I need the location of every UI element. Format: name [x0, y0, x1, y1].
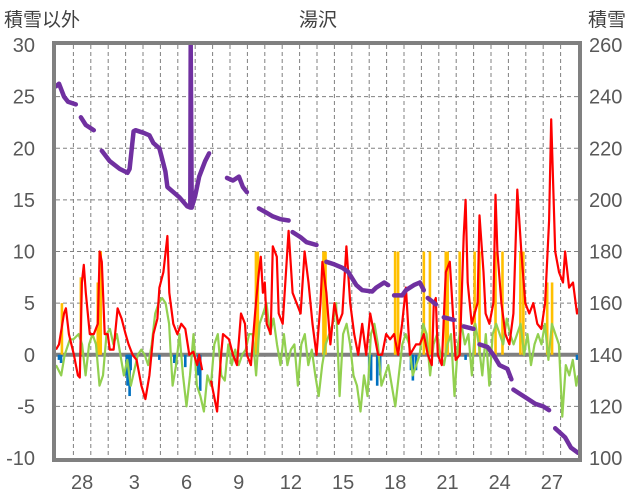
orange-bar [324, 251, 327, 355]
blue-bar [575, 354, 579, 360]
y-tick-label: 10 [13, 242, 35, 264]
orange-bar [99, 251, 103, 355]
blue-bar [198, 354, 202, 391]
gridlines [56, 45, 578, 458]
y-tick-label: 20 [13, 138, 35, 160]
snow-depth-line [224, 174, 250, 195]
orange-bar [256, 251, 260, 355]
blue-bar [464, 354, 467, 360]
orange-bar [393, 251, 397, 355]
snow-depth-line [461, 324, 476, 332]
chart-title: 湯沢 [299, 9, 337, 31]
snow-depth-line [53, 81, 79, 107]
snow-depth-line [441, 315, 457, 323]
blue-bar [369, 354, 373, 381]
green-line [55, 296, 580, 418]
series-lines [53, 42, 581, 456]
y-tick-label: 25 [13, 87, 35, 109]
blue-bar [183, 354, 187, 368]
x-tick-label: 21 [436, 472, 458, 494]
y-tick-label: 15 [13, 190, 35, 212]
plot-border [52, 41, 582, 462]
red-line [209, 118, 580, 413]
orange-bar [422, 251, 426, 355]
y2-tick-label: 160 [589, 293, 622, 315]
x-tick-label: 27 [541, 472, 563, 494]
snow-depth-line [78, 115, 97, 133]
y2-tick-label: 200 [589, 190, 622, 212]
y2-tick-label: 100 [589, 448, 622, 470]
snow-depth-line [290, 229, 319, 248]
orange-bar [458, 251, 461, 355]
y-tick-label: 30 [13, 35, 35, 57]
y-tick-label: 5 [24, 293, 35, 315]
y-axis-label-left: 積雪以外 [4, 9, 80, 31]
x-tick-label: 24 [489, 472, 511, 494]
orange-bar [396, 251, 400, 355]
x-tick-label: 3 [129, 472, 140, 494]
y-tick-label: 0 [24, 345, 35, 367]
y2-tick-label: 240 [589, 87, 622, 109]
blue-bar [173, 354, 176, 364]
y-tick-label: -5 [17, 396, 35, 418]
y-tick-label: -10 [6, 448, 35, 470]
y2-tick-label: 140 [589, 345, 622, 367]
y2-tick-label: 180 [589, 242, 622, 264]
orange-bar [478, 251, 481, 355]
orange-bar [494, 251, 497, 355]
snow-depth-line [391, 280, 427, 298]
snow-depth-line [99, 42, 212, 210]
snow-depth-line [552, 426, 581, 456]
orange-bar [522, 251, 525, 355]
y-axis-label-right: 積雪 [588, 9, 626, 31]
y2-tick-label: 260 [589, 35, 622, 57]
orange-bar [473, 251, 476, 355]
orange-bar [322, 251, 325, 355]
blue-bar [375, 354, 379, 386]
tick-labels: 30 25 20 15 10 5 0 -5 -10 260 240 220 200 180 160 140 12… [6, 35, 622, 494]
snow-depth-line [425, 295, 439, 307]
orange-bar [428, 251, 432, 355]
snow-depth-line [511, 387, 552, 413]
red-line [55, 234, 204, 401]
x-tick-label: 18 [384, 472, 406, 494]
blue-bar [158, 354, 161, 360]
y2-tick-label: 220 [589, 138, 622, 160]
x-tick-label: 12 [280, 472, 302, 494]
x-tick-label: 9 [233, 472, 244, 494]
x-tick-label: 28 [71, 472, 93, 494]
x-tick-label: 15 [332, 472, 354, 494]
snow-depth-line [477, 342, 514, 382]
blue-bar [57, 354, 61, 360]
snow-depth-line [256, 206, 291, 223]
orange-bar [550, 282, 554, 355]
blue-bar [59, 354, 63, 364]
blue-bar [129, 354, 132, 371]
x-tick-label: 6 [181, 472, 192, 494]
orange-bar [519, 251, 522, 355]
orange-bar [446, 251, 449, 355]
y2-tick-label: 120 [589, 396, 622, 418]
orange-bar [545, 282, 549, 355]
orange-bar [444, 251, 448, 355]
plot-frame [52, 41, 582, 462]
snow-depth-line [324, 259, 391, 294]
